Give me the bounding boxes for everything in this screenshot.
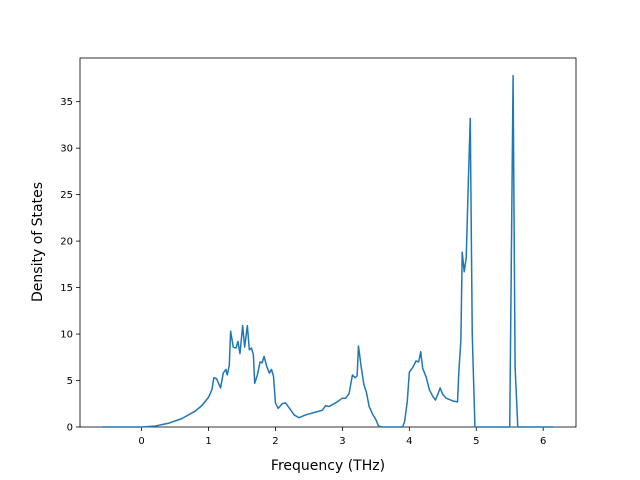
y-tick-label: 35 [60, 97, 73, 108]
x-tick-label: 2 [272, 436, 278, 447]
x-tick-label: 3 [339, 436, 345, 447]
x-tick-label: 5 [473, 436, 479, 447]
y-tick-label: 20 [60, 237, 73, 248]
line-series [102, 74, 554, 428]
y-tick-label: 0 [67, 423, 73, 434]
y-tick-label: 5 [67, 376, 73, 387]
axes-frame [79, 57, 577, 428]
x-tick-label: 6 [540, 436, 546, 447]
y-tick-label: 15 [60, 283, 73, 294]
y-tick-label: 30 [60, 144, 73, 155]
x-tick-label: 4 [406, 436, 412, 447]
y-tick-label: 10 [60, 330, 73, 341]
x-tick-label: 0 [138, 436, 144, 447]
y-tick-label: 25 [60, 190, 73, 201]
y-axis-label: Density of States [30, 182, 46, 302]
x-axis-label: Frequency (THz) [271, 458, 385, 474]
x-tick-label: 1 [205, 436, 211, 447]
